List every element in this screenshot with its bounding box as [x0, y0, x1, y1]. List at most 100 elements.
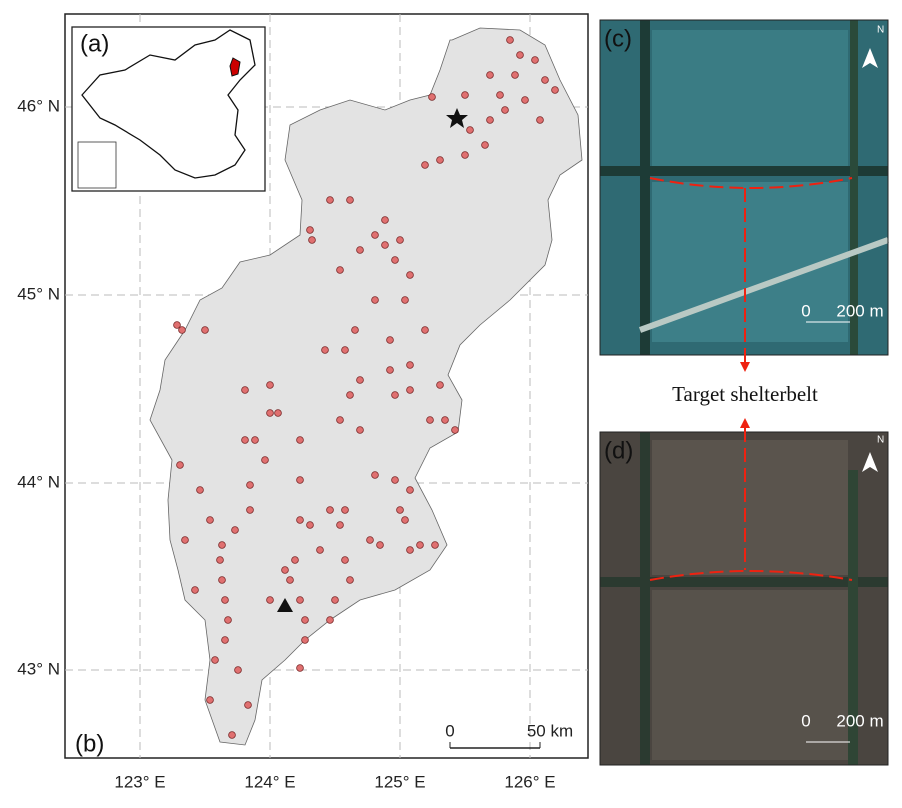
sample-point: [401, 296, 409, 304]
annotation: Target shelterbelt: [672, 382, 818, 406]
sample-point: [386, 366, 394, 374]
scale-label: 0: [801, 301, 810, 320]
sample-point: [341, 346, 349, 354]
field: [652, 30, 848, 170]
sample-point: [286, 576, 294, 584]
sample-point: [381, 241, 389, 249]
lat-label: 44° N: [17, 472, 60, 491]
lon-label: 123° E: [114, 772, 165, 791]
tree-row: [600, 577, 888, 587]
tree-row: [640, 20, 650, 355]
tree-row: [600, 166, 888, 176]
sample-point: [356, 426, 364, 434]
sample-point: [181, 536, 189, 544]
target-outline: [649, 177, 853, 189]
arrow-head: [740, 362, 750, 372]
sample-point: [266, 409, 274, 417]
panel-label: (b): [75, 730, 104, 757]
sample-point: [551, 86, 559, 94]
sample-point: [216, 556, 224, 564]
lon-label: 125° E: [374, 772, 425, 791]
lat-label: 46° N: [17, 96, 60, 115]
sample-point: [306, 521, 314, 529]
inset-box: [77, 141, 117, 189]
sample-point: [406, 361, 414, 369]
sample-point: [486, 71, 494, 79]
sample-point: [296, 596, 304, 604]
study-area: [149, 27, 583, 746]
sample-point: [396, 236, 404, 244]
sample-point: [274, 409, 282, 417]
north-arrow: [862, 452, 878, 472]
sample-point: [351, 326, 359, 334]
panel-label: (a): [80, 30, 109, 57]
tree-row: [640, 432, 650, 765]
sample-point: [224, 616, 232, 624]
sample-point: [346, 576, 354, 584]
sample-point: [306, 226, 314, 234]
sample-point: [396, 506, 404, 514]
sample-point: [436, 381, 444, 389]
sample-point: [221, 596, 229, 604]
sample-point: [451, 426, 459, 434]
sample-point: [481, 141, 489, 149]
sample-point: [308, 236, 316, 244]
sample-point: [531, 56, 539, 64]
sample-point: [218, 576, 226, 584]
sample-point: [246, 481, 254, 489]
sample-point: [321, 346, 329, 354]
sample-points: [173, 36, 559, 739]
sample-point: [431, 541, 439, 549]
image-d: N 0 200 m (d): [600, 432, 888, 765]
sample-point: [266, 596, 274, 604]
sample-point: [231, 526, 239, 534]
north-label: N: [877, 435, 884, 446]
sample-point: [266, 381, 274, 389]
sample-point: [211, 656, 219, 664]
sample-point: [376, 541, 384, 549]
sample-point: [346, 391, 354, 399]
sample-point: [466, 126, 474, 134]
study-area-location: [229, 57, 241, 77]
lat-label: 45° N: [17, 284, 60, 303]
sample-point: [461, 151, 469, 159]
sample-point: [391, 476, 399, 484]
target-outline: [649, 570, 853, 581]
sample-point: [326, 616, 334, 624]
sample-point: [356, 376, 364, 384]
sample-point: [326, 506, 334, 514]
sample-point: [244, 701, 252, 709]
sample-point: [421, 326, 429, 334]
lat-label: 43° N: [17, 659, 60, 678]
sample-point: [228, 731, 236, 739]
sample-point: [406, 271, 414, 279]
sample-point: [296, 476, 304, 484]
scale-label: 0: [445, 721, 454, 740]
sample-point: [281, 566, 289, 574]
north-label: N: [877, 25, 884, 36]
field: [652, 590, 848, 760]
tree-row: [848, 470, 858, 765]
sample-point: [386, 336, 394, 344]
sample-point: [261, 456, 269, 464]
sample-point: [521, 96, 529, 104]
scale-label: 50 km: [527, 721, 573, 740]
sample-point: [336, 416, 344, 424]
sample-point: [421, 161, 429, 169]
sample-point: [241, 386, 249, 394]
sample-point: [301, 636, 309, 644]
field: [652, 440, 848, 575]
triangle-marker: [277, 598, 293, 612]
sample-point: [371, 231, 379, 239]
sample-point: [173, 321, 181, 329]
sample-point: [341, 556, 349, 564]
sample-point: [426, 416, 434, 424]
sample-point: [371, 471, 379, 479]
sample-point: [381, 216, 389, 224]
sample-point: [371, 296, 379, 304]
sample-point: [326, 196, 334, 204]
sample-point: [346, 196, 354, 204]
panel-label: (d): [604, 437, 633, 464]
sample-point: [206, 696, 214, 704]
